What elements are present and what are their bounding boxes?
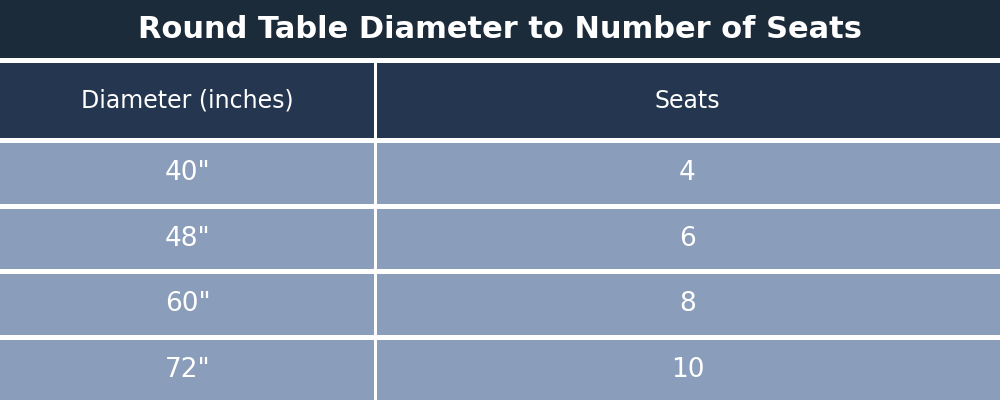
FancyBboxPatch shape	[375, 208, 1000, 269]
Text: 72": 72"	[165, 357, 210, 383]
FancyBboxPatch shape	[374, 63, 376, 138]
FancyBboxPatch shape	[0, 274, 375, 334]
FancyBboxPatch shape	[0, 58, 1000, 63]
Text: 4: 4	[679, 160, 696, 186]
Text: Round Table Diameter to Number of Seats: Round Table Diameter to Number of Seats	[138, 14, 862, 44]
Text: 60": 60"	[165, 291, 210, 317]
FancyBboxPatch shape	[375, 63, 1000, 138]
FancyBboxPatch shape	[375, 143, 1000, 204]
FancyBboxPatch shape	[0, 204, 1000, 208]
Text: 10: 10	[671, 357, 704, 383]
FancyBboxPatch shape	[0, 340, 375, 400]
FancyBboxPatch shape	[0, 143, 375, 204]
Text: Seats: Seats	[655, 88, 720, 112]
FancyBboxPatch shape	[0, 63, 375, 138]
FancyBboxPatch shape	[0, 138, 1000, 143]
Text: 8: 8	[679, 291, 696, 317]
Text: 48": 48"	[165, 226, 210, 252]
FancyBboxPatch shape	[374, 143, 376, 204]
FancyBboxPatch shape	[0, 269, 1000, 274]
FancyBboxPatch shape	[374, 340, 376, 400]
Text: Diameter (inches): Diameter (inches)	[81, 88, 294, 112]
FancyBboxPatch shape	[375, 340, 1000, 400]
Text: 6: 6	[679, 226, 696, 252]
FancyBboxPatch shape	[375, 274, 1000, 334]
FancyBboxPatch shape	[0, 0, 1000, 58]
FancyBboxPatch shape	[374, 274, 376, 334]
FancyBboxPatch shape	[0, 334, 1000, 340]
Text: 40": 40"	[165, 160, 210, 186]
FancyBboxPatch shape	[374, 208, 376, 269]
FancyBboxPatch shape	[0, 208, 375, 269]
